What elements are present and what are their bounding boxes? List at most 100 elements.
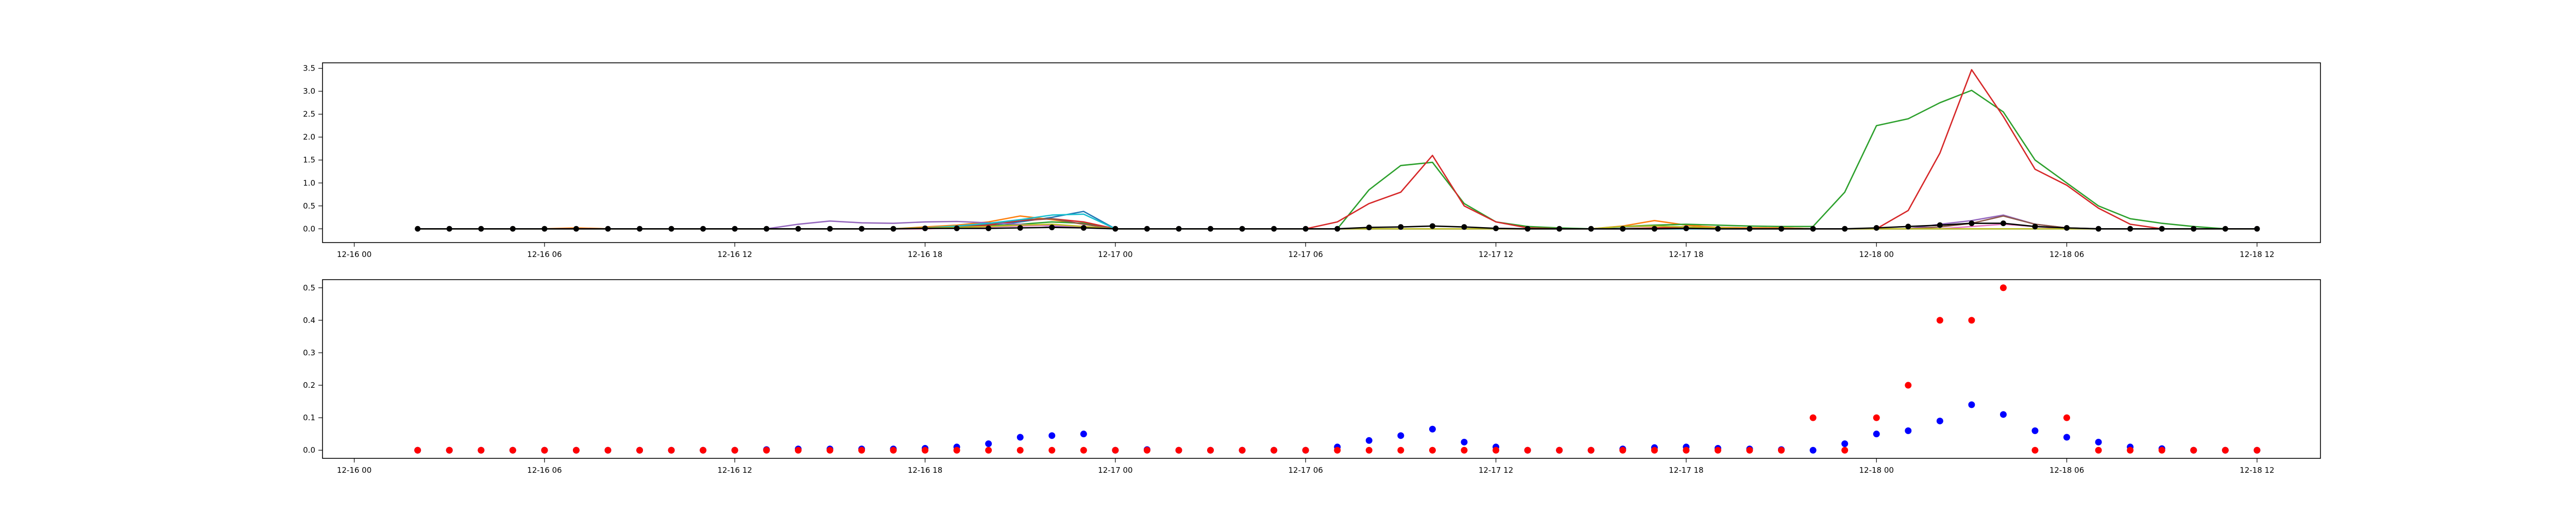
data-point [1873, 225, 1879, 231]
data-point [2190, 447, 2197, 454]
data-point [1429, 223, 1435, 229]
x-tick-label: 12-16 18 [908, 466, 942, 475]
x-tick-label: 12-16 06 [527, 466, 562, 475]
x-tick-label: 12-17 18 [1669, 250, 1703, 259]
data-point [1683, 225, 1689, 231]
data-point [1873, 414, 1880, 421]
data-point [572, 447, 580, 454]
x-tick-label: 12-18 00 [1859, 466, 1893, 475]
data-point [605, 226, 611, 232]
y-tick-label: 1.0 [303, 178, 315, 187]
data-point [1461, 224, 1467, 230]
data-point [2031, 427, 2039, 434]
data-point [2253, 447, 2261, 454]
data-point [1683, 447, 1690, 454]
data-point [2254, 226, 2260, 232]
data-point [1208, 226, 1214, 232]
data-point [573, 226, 579, 232]
y-tick-label: 0.2 [303, 381, 315, 390]
data-point [1619, 447, 1626, 454]
data-point [1968, 317, 1975, 324]
data-point [1365, 447, 1372, 454]
data-point [1016, 434, 1024, 441]
data-point [2063, 414, 2071, 421]
data-point [732, 226, 738, 232]
y-tick-label: 0.1 [303, 413, 315, 422]
data-point [985, 447, 992, 454]
data-point [1144, 226, 1150, 232]
x-tick-label: 12-17 00 [1098, 250, 1132, 259]
data-point [1365, 437, 1372, 444]
data-point [637, 226, 643, 232]
x-tick-label: 12-17 12 [1479, 250, 1513, 259]
x-tick-label: 12-18 12 [2240, 466, 2274, 475]
data-point [1936, 317, 1943, 324]
data-point [1461, 447, 1468, 454]
data-point [1048, 432, 1056, 439]
y-tick-label: 0.0 [303, 445, 315, 455]
data-point [954, 225, 960, 231]
y-tick-label: 2.0 [303, 132, 315, 142]
data-point [1841, 447, 1849, 454]
data-point [1999, 411, 2007, 418]
data-point [414, 447, 421, 454]
data-point [2032, 224, 2038, 230]
data-point [1080, 447, 1087, 454]
data-point [1809, 447, 1817, 454]
series-line [417, 69, 2257, 230]
x-tick-label: 12-17 06 [1288, 250, 1323, 259]
data-point [1524, 447, 1531, 454]
y-tick-label: 0.5 [303, 283, 315, 293]
data-point [890, 447, 897, 454]
data-point [1175, 447, 1182, 454]
data-point [922, 225, 928, 231]
data-point [1016, 447, 1024, 454]
data-point [1049, 225, 1055, 231]
data-point [1778, 447, 1785, 454]
data-point [1207, 447, 1214, 454]
data-point [1841, 440, 1849, 448]
y-tick-label: 3.0 [303, 87, 315, 96]
data-point [1809, 414, 1817, 421]
y-tick-label: 3.5 [303, 64, 315, 73]
series-9 [415, 220, 2260, 232]
data-point [1937, 222, 1943, 228]
data-point [764, 226, 770, 232]
data-point [478, 226, 484, 232]
data-point [1239, 447, 1246, 454]
data-point [1429, 447, 1436, 454]
series-line [417, 90, 2257, 230]
data-point [1651, 226, 1657, 232]
data-point [2064, 225, 2070, 231]
y-tick-label: 2.5 [303, 110, 315, 119]
data-point [1429, 425, 1436, 433]
data-point [2031, 447, 2039, 454]
data-point [1239, 226, 1245, 232]
data-point [700, 447, 707, 454]
data-point [604, 447, 612, 454]
data-point [795, 226, 801, 232]
data-point [858, 447, 865, 454]
x-tick-label: 12-18 06 [2049, 466, 2084, 475]
plot-frame [322, 62, 2321, 243]
x-tick-label: 12-16 12 [717, 466, 752, 475]
data-point [1398, 224, 1404, 230]
data-point [1778, 226, 1785, 232]
data-point [1905, 382, 1912, 389]
data-point [1936, 417, 1943, 424]
x-tick-label: 12-16 00 [337, 250, 371, 259]
data-point [1524, 226, 1531, 232]
data-point [858, 226, 865, 232]
data-point [2127, 226, 2133, 232]
data-point [2095, 226, 2102, 232]
data-point [1493, 447, 1500, 454]
data-point [2159, 226, 2165, 232]
data-point [2095, 447, 2102, 454]
data-point [890, 226, 896, 232]
data-point [1714, 447, 1721, 454]
data-point [1588, 226, 1594, 232]
series-3 [417, 69, 2257, 230]
data-point [541, 226, 548, 232]
data-point [636, 447, 643, 454]
x-tick-label: 12-17 12 [1479, 466, 1513, 475]
